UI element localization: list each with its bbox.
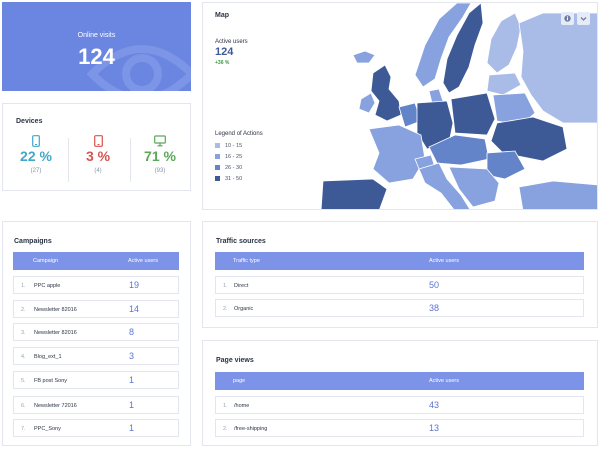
info-button[interactable] xyxy=(561,12,574,25)
column-header[interactable]: Campaign xyxy=(33,258,59,264)
column-header[interactable]: Active users xyxy=(429,258,459,264)
traffic-sources-title: Traffic sources xyxy=(216,238,266,245)
page-views-card: Page views page Active users 1./home 43 2… xyxy=(202,340,598,446)
table-row[interactable]: 5. FB post Sony 1 xyxy=(13,371,179,389)
tablet-icon xyxy=(67,134,129,147)
map-card: Map Active users 124 +36 % Legend of Act… xyxy=(202,2,598,210)
traffic-sources-card: Traffic sources Traffic type Active user… xyxy=(202,221,598,328)
legend-title: Legend of Actions xyxy=(215,131,263,137)
divider xyxy=(130,138,131,182)
device-desktop: 71 % (93) xyxy=(129,134,191,186)
device-percent: 22 % xyxy=(20,148,52,164)
smartphone-icon xyxy=(5,134,67,147)
column-header[interactable]: Active users xyxy=(429,378,459,384)
page-views-title: Page views xyxy=(216,357,254,364)
table-row[interactable]: 4. Blog_ext_1 3 xyxy=(13,347,179,365)
devices-title: Devices xyxy=(16,118,43,125)
table-row[interactable]: 3. Newsletter 82016 8 xyxy=(13,323,179,341)
device-count: (27) xyxy=(30,168,42,174)
eye-icon xyxy=(87,45,191,91)
active-users-change: +36 % xyxy=(215,60,230,66)
active-users-value: 124 xyxy=(215,46,234,58)
table-row[interactable]: 1./home 43 xyxy=(215,396,584,414)
map-title: Map xyxy=(215,12,229,19)
chevron-down-icon xyxy=(580,17,587,21)
device-percent: 71 % xyxy=(144,148,176,164)
table-row[interactable]: 1. PPC apple 19 xyxy=(13,276,179,294)
legend-item: 31 - 50 xyxy=(215,176,242,182)
online-visits-value: 124 xyxy=(78,44,115,69)
desktop-icon xyxy=(129,134,191,147)
table-header: page Active users xyxy=(215,372,584,390)
table-row[interactable]: 7. PPC_Sony 1 xyxy=(13,419,179,437)
table-row[interactable]: 2. Organic 38 xyxy=(215,299,584,317)
table-row[interactable]: 6. Newsletter 72016 1 xyxy=(13,396,179,414)
legend-item: 26 - 30 xyxy=(215,165,242,171)
divider xyxy=(68,138,69,182)
device-tablet: 3 % (4) xyxy=(67,134,129,186)
table-header: Traffic type Active users xyxy=(215,252,584,270)
table-row[interactable]: 2./free-shipping 13 xyxy=(215,419,584,437)
table-header: Campaign Active users xyxy=(13,252,179,270)
active-users-label: Active users xyxy=(215,39,248,45)
campaigns-card: Campaigns Campaign Active users 1. PPC ap… xyxy=(2,221,191,446)
table-row[interactable]: 2. Newsletter 82016 14 xyxy=(13,300,179,318)
device-count: (4) xyxy=(94,168,102,174)
online-visits-card: Online visits 124 xyxy=(2,2,191,91)
device-percent: 3 % xyxy=(85,148,111,164)
column-header[interactable]: Traffic type xyxy=(233,258,260,264)
legend-item: 16 - 25 xyxy=(215,154,242,160)
device-count: (93) xyxy=(154,168,166,174)
column-header[interactable]: Active users xyxy=(128,258,158,264)
info-icon xyxy=(564,15,571,22)
devices-card: Devices 22 % (27) 3 % (4) 71 % (93) xyxy=(2,103,191,191)
legend-item: 10 - 15 xyxy=(215,143,242,149)
campaigns-title: Campaigns xyxy=(14,238,52,245)
column-header[interactable]: page xyxy=(233,378,246,384)
online-visits-label: Online visits xyxy=(77,32,116,39)
europe-map[interactable] xyxy=(203,3,598,210)
map-dropdown-button[interactable] xyxy=(577,12,590,25)
table-row[interactable]: 1. Direct 50 xyxy=(215,276,584,294)
device-smartphone: 22 % (27) xyxy=(5,134,67,186)
